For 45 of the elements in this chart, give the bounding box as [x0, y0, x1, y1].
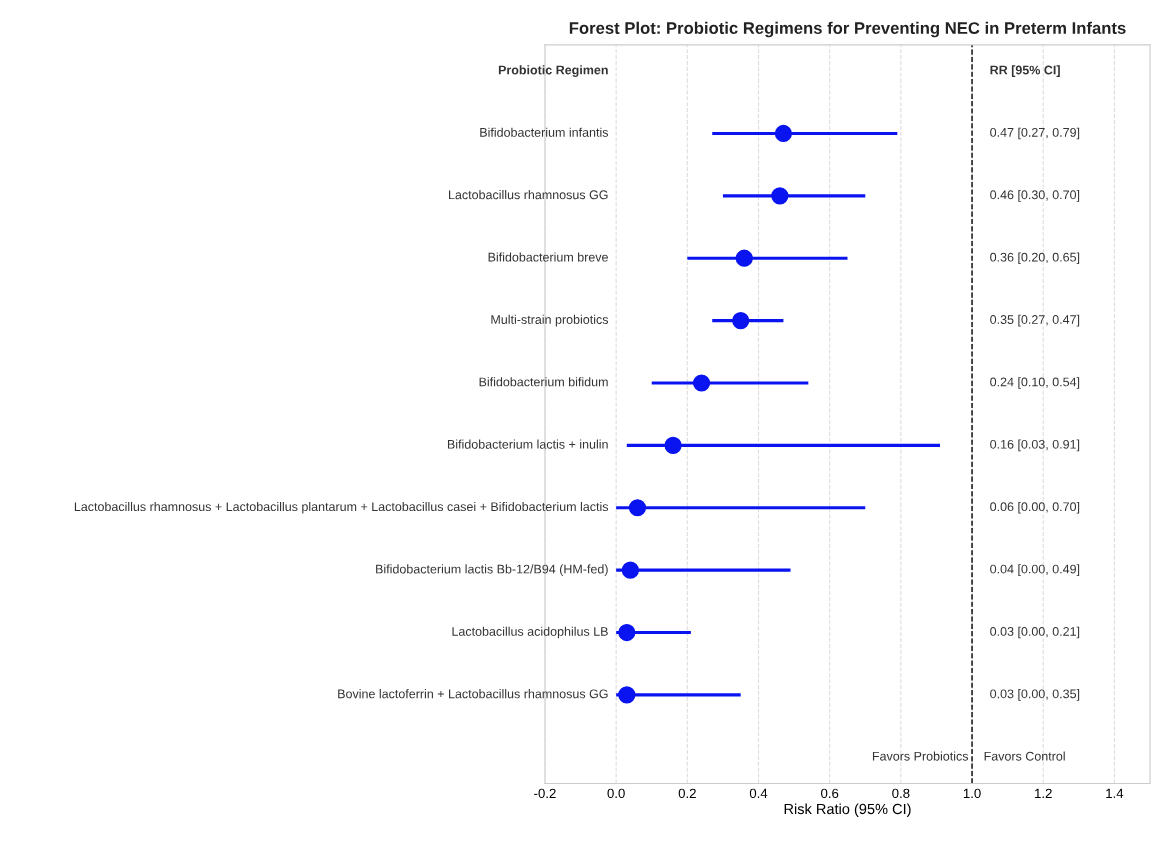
- annotation: 0.47 [0.27, 0.79]: [990, 127, 1080, 140]
- annotation: 0.04 [0.00, 0.49]: [990, 564, 1080, 576]
- point: [732, 311, 750, 330]
- x-tick-label: 1.4: [1106, 788, 1124, 798]
- y-tick-label: Lactobacillus acidophilus LB: [452, 626, 608, 639]
- point: [618, 686, 636, 704]
- point: [774, 124, 793, 143]
- x-tick-label: 0.0: [607, 788, 625, 799]
- point: [692, 374, 711, 392]
- annotation: Favors Probiotics: [872, 751, 969, 761]
- annotation: 0.46 [0.30, 0.70]: [990, 190, 1080, 202]
- annotation: 0.03 [0.00, 0.35]: [990, 689, 1080, 701]
- point: [664, 436, 682, 454]
- x-tick-label: 0.6: [821, 788, 839, 799]
- annotation: 0.03 [0.00, 0.21]: [990, 626, 1080, 639]
- y-tick-label: Bifidobacterium breve: [488, 252, 608, 262]
- point: [621, 561, 639, 579]
- annotation: RR [95% CI]: [990, 65, 1060, 77]
- y-tick-label: Lactobacillus rhamnosus + Lactobacillus plantarum + Lactobacillus casei + Bifidobacterium lactis: [74, 501, 609, 514]
- annotation: 0.16 [0.03, 0.91]: [990, 439, 1080, 452]
- point: [618, 623, 636, 642]
- point: [771, 187, 789, 205]
- x-tick-label: -0.2: [534, 788, 556, 799]
- y-tick-label: Multi-strain probiotics: [491, 314, 609, 327]
- x-tick-label: 1.0: [963, 788, 981, 799]
- x-tick-label: 0.8: [892, 788, 910, 799]
- annotation: 0.06 [0.00, 0.70]: [990, 501, 1080, 514]
- y-tick-label: Lactobacillus rhamnosus GG: [449, 190, 608, 200]
- y-tick-label: Bifidobacterium bifidum: [479, 377, 608, 387]
- y-tick-label: Bifidobacterium lactis + inulin: [447, 439, 608, 449]
- annotation: 0.35 [0.27, 0.47]: [990, 314, 1080, 327]
- x-tick-label: 1.2: [1035, 788, 1052, 798]
- y-tick-label: Bovine lactoferrin + Lactobacillus rhamnosus GG: [338, 689, 608, 699]
- annotation: 0.24 [0.10, 0.54]: [990, 377, 1080, 389]
- point: [628, 499, 647, 517]
- chart-title: Forest Plot: Probiotic Regimens for Preventing NEC in Preterm Infants: [569, 21, 1126, 38]
- annotation: 0.36 [0.20, 0.65]: [990, 252, 1080, 265]
- y-tick-label: Bifidobacterium lactis Bb-12/B94 (HM-fed): [376, 564, 608, 576]
- y-tick-label: Bifidobacterium infantis: [480, 127, 609, 137]
- annotation: Favors Control: [984, 751, 1065, 761]
- annotation: Probiotic Regimen: [498, 65, 608, 77]
- x-tick-label: 0.2: [678, 788, 696, 799]
- x-axis-title: Risk Ratio (95% CI): [784, 803, 911, 817]
- point: [735, 249, 753, 267]
- x-tick-label: 0.4: [749, 788, 768, 799]
